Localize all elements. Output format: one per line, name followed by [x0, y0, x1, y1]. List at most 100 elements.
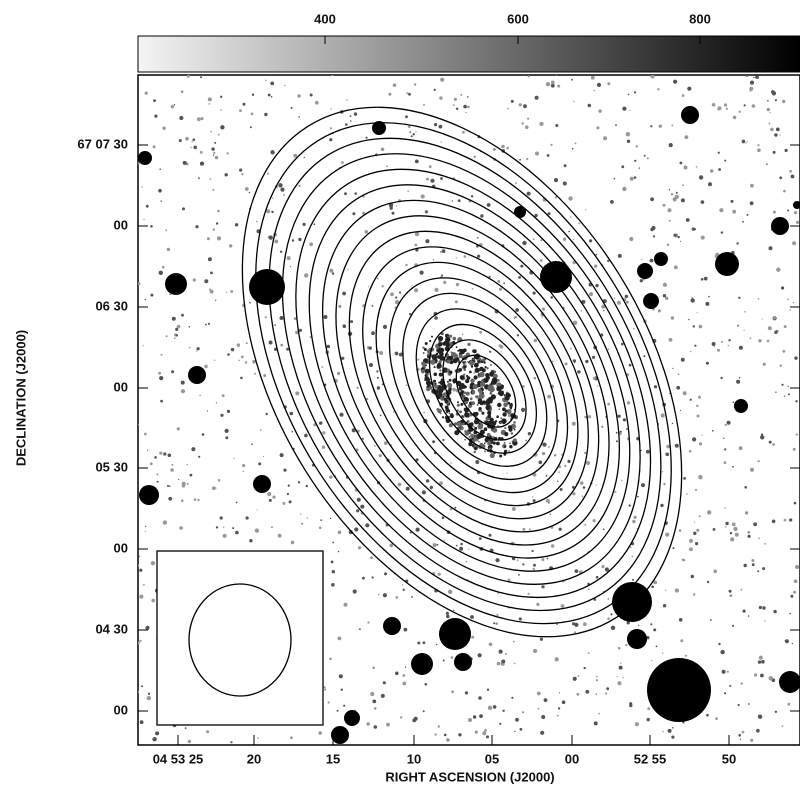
speck	[738, 734, 741, 737]
speck	[557, 480, 559, 482]
speck	[459, 375, 465, 380]
speck	[319, 421, 323, 425]
speck	[414, 159, 419, 164]
speck	[193, 145, 197, 150]
speck	[341, 161, 344, 164]
speck	[218, 134, 220, 136]
speck	[757, 460, 760, 463]
speck	[402, 674, 406, 677]
speck	[191, 447, 196, 452]
speck	[561, 700, 566, 704]
speck	[188, 346, 191, 349]
speck	[158, 270, 163, 275]
speck	[279, 250, 283, 253]
speck	[465, 111, 467, 114]
speck	[480, 214, 484, 218]
speck	[728, 589, 732, 593]
speck	[774, 133, 778, 137]
speck	[351, 428, 356, 433]
speck	[365, 523, 370, 528]
speck	[477, 401, 480, 405]
speck	[781, 725, 784, 728]
speck	[502, 412, 507, 417]
speck	[641, 258, 643, 261]
speck	[682, 721, 685, 724]
speck	[477, 423, 484, 430]
speck	[629, 703, 633, 708]
speck	[503, 282, 505, 285]
speck	[487, 705, 493, 710]
speck	[721, 340, 723, 343]
speck	[147, 692, 151, 695]
speck	[423, 348, 427, 351]
speck	[147, 449, 149, 451]
speck	[750, 467, 754, 472]
speck	[725, 526, 727, 528]
speck	[690, 350, 692, 353]
speck	[745, 142, 747, 144]
speck	[744, 311, 746, 313]
speck	[360, 504, 365, 509]
speck	[549, 513, 551, 515]
speck	[766, 339, 770, 343]
speck	[660, 503, 664, 508]
contour	[321, 199, 621, 559]
speck	[484, 366, 487, 369]
speck	[514, 416, 517, 419]
speck	[366, 722, 370, 726]
speck	[724, 159, 727, 162]
contour	[375, 261, 579, 507]
colorbar-tick-label: 400	[314, 11, 336, 26]
x-tick-label: 05	[485, 751, 499, 766]
speck	[304, 273, 309, 278]
speck	[454, 430, 460, 436]
speck	[795, 433, 798, 436]
speck	[657, 309, 662, 313]
speck	[501, 659, 506, 664]
speck	[705, 301, 710, 306]
speck	[271, 197, 274, 199]
speck	[201, 433, 205, 436]
speck	[483, 427, 488, 432]
speck	[572, 238, 575, 241]
speck	[740, 588, 743, 591]
speck	[567, 459, 571, 463]
speck	[450, 462, 452, 464]
speck	[337, 550, 340, 553]
speck	[525, 125, 529, 129]
speck	[541, 585, 544, 589]
speck	[603, 136, 608, 141]
speck	[458, 423, 461, 426]
speck	[481, 411, 485, 415]
speck	[214, 141, 217, 144]
speck	[782, 349, 786, 353]
speck	[471, 288, 474, 290]
speck	[486, 375, 490, 380]
speck	[661, 652, 664, 654]
speck	[439, 412, 442, 415]
speck	[344, 192, 347, 196]
speck	[690, 574, 694, 579]
speck	[188, 326, 191, 328]
speck	[478, 375, 481, 378]
speck	[429, 486, 433, 490]
speck	[290, 266, 292, 268]
speck	[154, 456, 157, 459]
speck	[422, 710, 425, 713]
contour	[268, 137, 662, 612]
speck	[150, 225, 153, 228]
speck	[554, 657, 559, 662]
speck	[768, 122, 771, 125]
speck	[651, 585, 654, 589]
speck	[434, 384, 439, 389]
speck	[196, 350, 198, 352]
speck	[248, 191, 251, 194]
speck	[176, 427, 180, 431]
speck	[472, 384, 478, 390]
speck	[440, 353, 443, 355]
speck	[620, 662, 622, 664]
speck	[372, 699, 377, 704]
speck	[343, 704, 346, 707]
speck	[689, 538, 693, 543]
speck	[738, 345, 743, 350]
